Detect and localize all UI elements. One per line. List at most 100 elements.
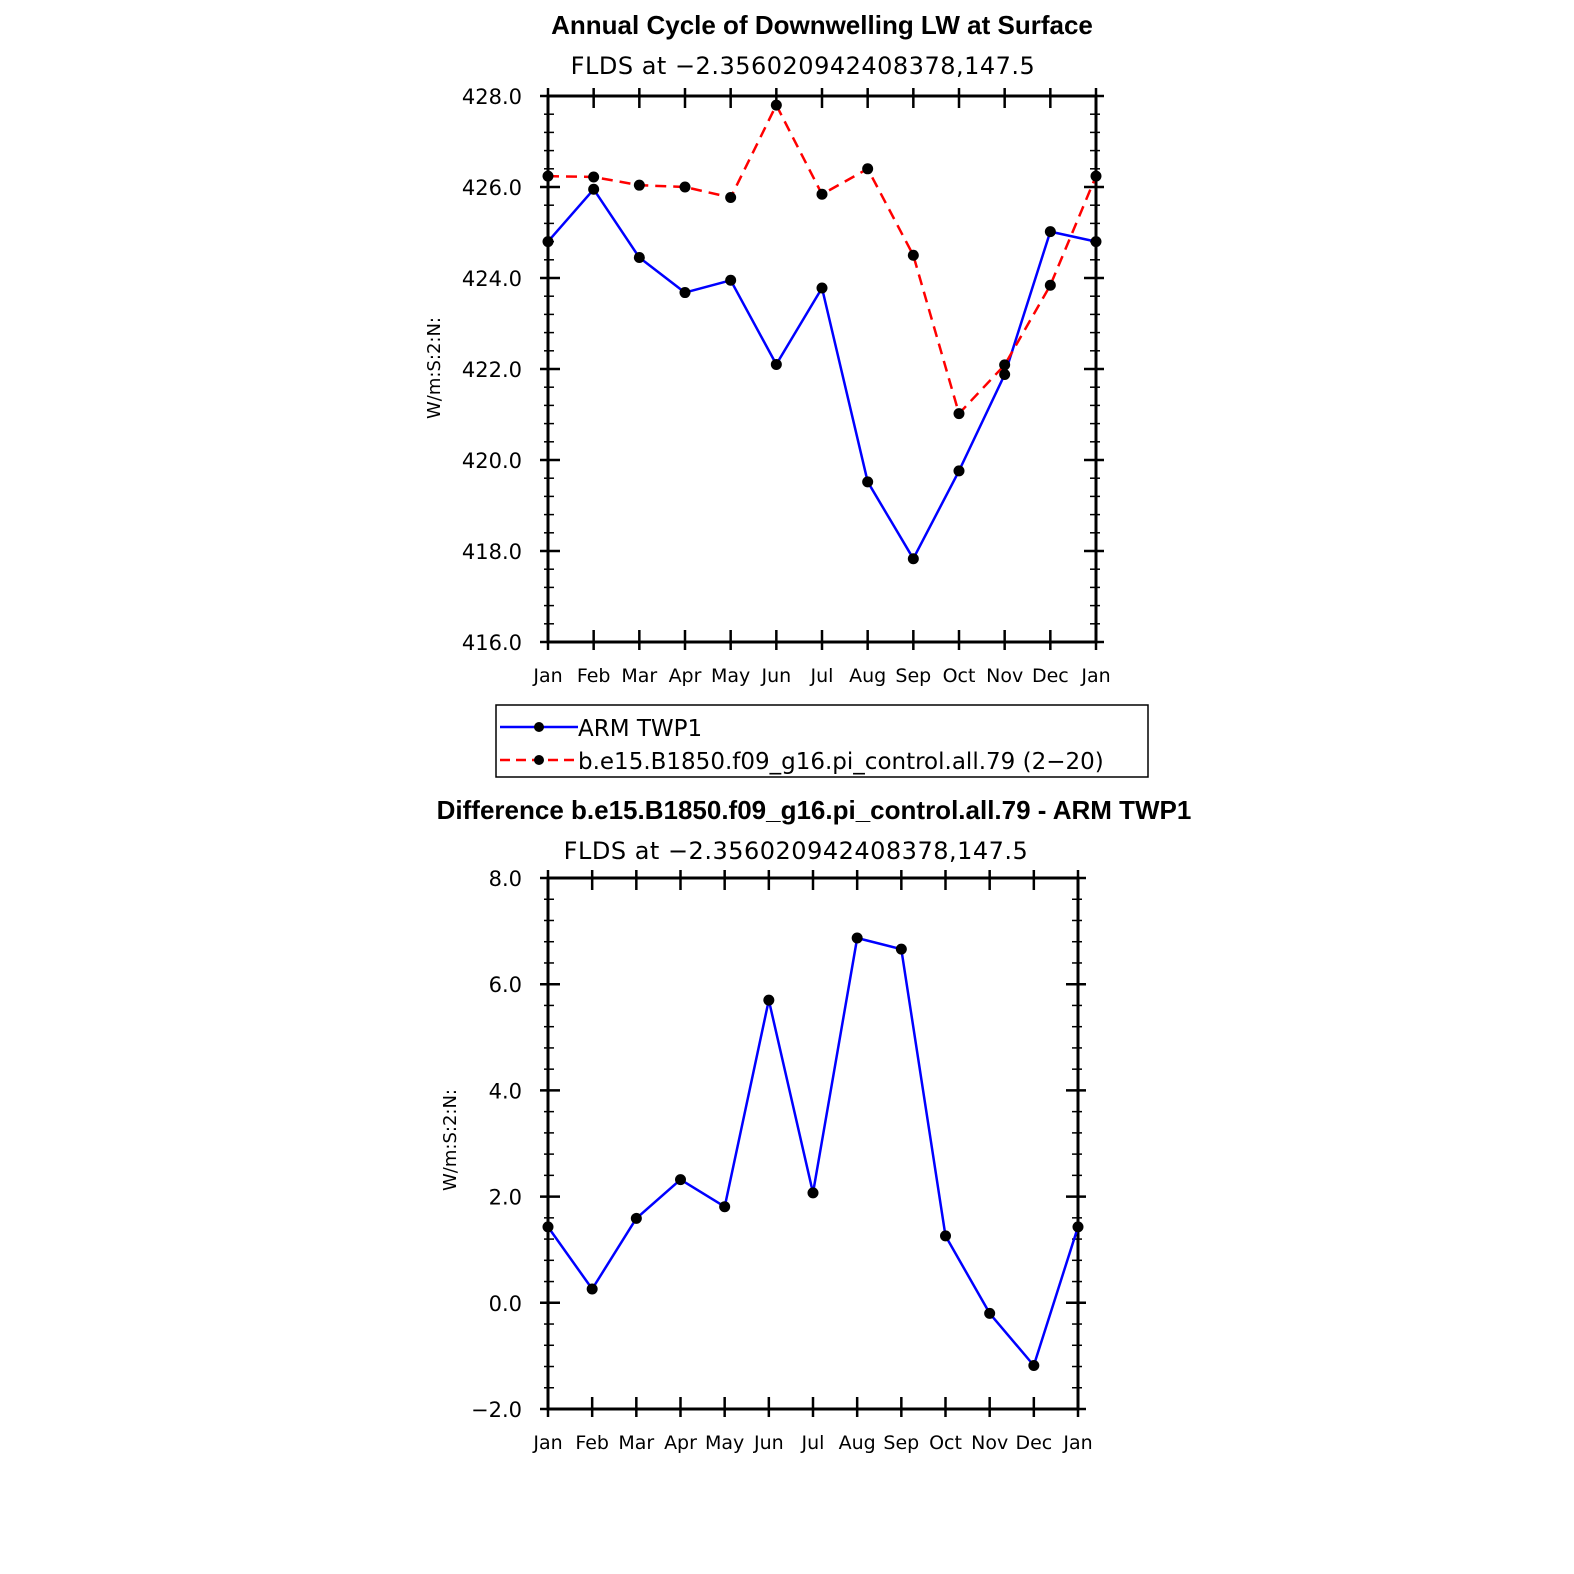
y-tick-label: 4.0: [489, 1079, 522, 1103]
data-point: [1090, 236, 1102, 248]
legend-label-model: b.e15.B1850.f09_g16.pi_control.all.79 (2…: [578, 749, 1104, 775]
x-tick-label: Mar: [621, 665, 657, 687]
x-tick-label: Jan: [1080, 665, 1110, 687]
x-tick-label: Sep: [883, 1432, 919, 1454]
x-tick-labels: Jan Feb Mar Apr May Jun Jul Aug Sep Oct Nov Dec Jan: [532, 665, 1110, 687]
y-axis-label: W/m:S:2:N:: [440, 1089, 461, 1191]
x-tick-label: Jan: [1062, 1432, 1092, 1454]
data-point: [725, 191, 737, 203]
series-lines: [546, 936, 1080, 1367]
series-line: [546, 936, 1080, 1367]
legend-marker-arm: [534, 722, 544, 732]
data-point: [630, 1212, 642, 1224]
y-tick-label: 418.0: [462, 540, 522, 564]
x-tick-label: Jun: [760, 665, 791, 687]
data-point: [725, 274, 737, 286]
data-point: [633, 179, 645, 191]
legend-box: [495, 704, 1149, 778]
data-point: [999, 368, 1011, 380]
data-point: [907, 249, 919, 261]
y-tick-label: 2.0: [489, 1186, 522, 1210]
data-point: [542, 236, 554, 248]
data-point: [851, 932, 863, 944]
x-tick-label: Jun: [753, 1432, 784, 1454]
axis-ticks: [540, 870, 1086, 1417]
x-tick-label: May: [705, 1432, 744, 1454]
y-tick-labels: 416.0 418.0 420.0 422.0 424.0 426.0 428.0: [462, 85, 522, 655]
y-tick-label: 6.0: [489, 973, 522, 997]
data-point: [984, 1307, 996, 1319]
data-point: [907, 553, 919, 565]
x-tick-label: Aug: [839, 1432, 876, 1454]
x-tick-label: Jan: [532, 1432, 562, 1454]
x-tick-label: Apr: [669, 665, 702, 687]
series-line: [547, 188, 1097, 560]
series-line: [547, 103, 1098, 415]
x-tick-label: Feb: [577, 665, 611, 687]
chart-subtitle: FLDS at −2.356020942408378,147.5: [564, 837, 1029, 865]
x-tick-label: Oct: [943, 665, 976, 687]
data-point: [816, 282, 828, 294]
x-tick-label: Dec: [1015, 1432, 1052, 1454]
data-point: [953, 408, 965, 420]
x-tick-label: Mar: [618, 1432, 654, 1454]
annual-cycle-chart: Annual Cycle of Downwelling LW at Surfac…: [424, 10, 1149, 778]
y-tick-label: 428.0: [462, 85, 522, 109]
data-point: [542, 170, 554, 182]
legend: ARM TWP1 b.e15.B1850.f09_g16.pi_control.…: [495, 704, 1149, 778]
y-tick-label: 426.0: [462, 176, 522, 200]
data-point: [1044, 226, 1056, 238]
x-tick-label: Aug: [849, 665, 886, 687]
data-point: [588, 171, 600, 183]
data-point: [719, 1201, 731, 1213]
x-tick-label: Feb: [575, 1432, 609, 1454]
x-tick-label: Sep: [895, 665, 931, 687]
series-points: [542, 99, 1102, 565]
data-point: [999, 359, 1011, 371]
y-tick-label: 0.0: [489, 1292, 522, 1316]
data-point: [633, 252, 645, 264]
data-point: [679, 287, 691, 299]
x-tick-label: May: [711, 665, 750, 687]
x-tick-label: Apr: [664, 1432, 697, 1454]
y-tick-label: 422.0: [462, 358, 522, 382]
x-tick-label: Nov: [971, 1432, 1008, 1454]
data-point: [763, 994, 775, 1006]
y-tick-label: 8.0: [489, 867, 522, 891]
data-point: [1028, 1359, 1040, 1371]
y-tick-labels: −2.0 0.0 2.0 4.0 6.0 8.0: [471, 867, 522, 1422]
data-point: [770, 99, 782, 111]
data-point: [675, 1174, 686, 1186]
x-tick-label: Nov: [986, 665, 1023, 687]
data-point: [807, 1187, 819, 1199]
data-point: [679, 181, 691, 193]
data-point: [1044, 279, 1056, 291]
series-points: [542, 932, 1084, 1371]
data-point: [862, 163, 874, 175]
x-tick-labels: Jan Feb Mar Apr May Jun Jul Aug Sep Oct Nov Dec Jan: [532, 1432, 1092, 1454]
data-point: [770, 358, 782, 370]
data-point: [542, 1221, 554, 1233]
chart-subtitle: FLDS at −2.356020942408378,147.5: [571, 52, 1036, 80]
x-tick-label: Jul: [810, 665, 834, 687]
x-tick-label: Oct: [929, 1432, 962, 1454]
legend-marker-model: [534, 755, 544, 765]
legend-label-arm: ARM TWP1: [578, 716, 702, 742]
y-axis-label: W/m:S:2:N:: [424, 317, 445, 419]
plot-frame: [546, 94, 1098, 644]
data-point: [1090, 170, 1102, 182]
data-point: [862, 476, 874, 488]
data-point: [895, 943, 907, 955]
series-lines: [547, 103, 1098, 560]
difference-chart: Difference b.e15.B1850.f09_g16.pi_contro…: [437, 795, 1192, 1454]
y-tick-label: −2.0: [471, 1398, 522, 1422]
data-point: [588, 183, 600, 195]
data-point: [1072, 1221, 1084, 1233]
data-point: [953, 465, 965, 477]
x-tick-label: Jan: [532, 665, 562, 687]
chart-title: Annual Cycle of Downwelling LW at Surfac…: [551, 10, 1093, 40]
chart-title: Difference b.e15.B1850.f09_g16.pi_contro…: [437, 795, 1192, 825]
data-point: [816, 188, 828, 200]
data-point: [586, 1283, 598, 1295]
